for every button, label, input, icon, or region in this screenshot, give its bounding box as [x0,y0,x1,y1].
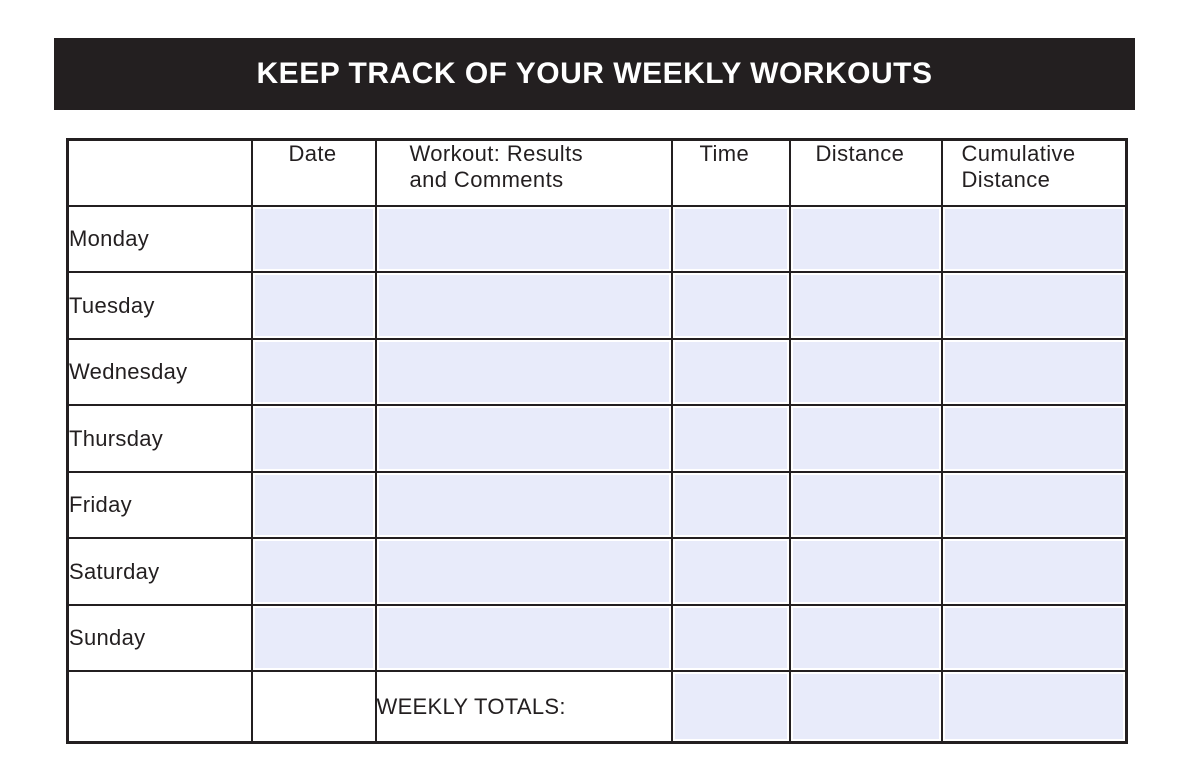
distance-cell[interactable] [788,271,943,340]
cumulative-distance-cell[interactable] [940,537,1128,606]
time-cell[interactable] [670,470,791,540]
time-cell[interactable] [670,337,791,407]
workout-cell[interactable] [374,204,673,274]
totals-blank-day [66,670,253,744]
cumulative-distance-cell[interactable] [940,204,1128,274]
date-cell[interactable] [250,337,377,407]
time-cell[interactable] [670,204,791,274]
day-row: Friday [66,470,1128,540]
day-row: Sunday [66,603,1128,673]
total-distance-cell[interactable] [788,670,943,744]
header-cumulative-distance: Cumulative Distance [940,138,1128,207]
workout-cell[interactable] [374,271,673,340]
day-row: Wednesday [66,337,1128,407]
header-time: Time [670,138,791,207]
workout-cell[interactable] [374,537,673,606]
weekly-totals-label: WEEKLY TOTALS: [374,670,673,744]
date-cell[interactable] [250,537,377,606]
totals-row: WEEKLY TOTALS: [66,670,1128,744]
header-row: Date Workout: Results and Comments Time D… [66,138,1128,207]
cumulative-distance-cell[interactable] [940,470,1128,540]
distance-cell[interactable] [788,204,943,274]
day-label: Thursday [66,404,253,473]
workout-cell[interactable] [374,603,673,673]
distance-cell[interactable] [788,537,943,606]
day-row: Saturday [66,537,1128,606]
cumulative-distance-cell[interactable] [940,271,1128,340]
title-banner: KEEP TRACK OF YOUR WEEKLY WORKOUTS [54,38,1135,110]
total-time-cell[interactable] [670,670,791,744]
totals-blank-date [250,670,377,744]
header-day [66,138,253,207]
day-label: Tuesday [66,271,253,340]
date-cell[interactable] [250,603,377,673]
header-distance: Distance [788,138,943,207]
distance-cell[interactable] [788,337,943,407]
time-cell[interactable] [670,537,791,606]
date-cell[interactable] [250,404,377,473]
day-row: Tuesday [66,271,1128,340]
day-label: Monday [66,204,253,274]
header-workout: Workout: Results and Comments [374,138,673,207]
time-cell[interactable] [670,603,791,673]
day-label: Saturday [66,537,253,606]
day-label: Wednesday [66,337,253,407]
workout-cell[interactable] [374,337,673,407]
workout-log-table: Date Workout: Results and Comments Time D… [66,138,1128,744]
distance-cell[interactable] [788,404,943,473]
day-label: Sunday [66,603,253,673]
time-cell[interactable] [670,404,791,473]
cumulative-distance-cell[interactable] [940,603,1128,673]
distance-cell[interactable] [788,603,943,673]
cumulative-distance-cell[interactable] [940,337,1128,407]
day-row: Monday [66,204,1128,274]
page-title: KEEP TRACK OF YOUR WEEKLY WORKOUTS [256,57,933,90]
cumulative-distance-cell[interactable] [940,404,1128,473]
workout-cell[interactable] [374,470,673,540]
day-label: Friday [66,470,253,540]
date-cell[interactable] [250,204,377,274]
distance-cell[interactable] [788,470,943,540]
header-date: Date [250,138,377,207]
time-cell[interactable] [670,271,791,340]
workout-cell[interactable] [374,404,673,473]
date-cell[interactable] [250,271,377,340]
total-cumulative-distance-cell[interactable] [940,670,1128,744]
day-row: Thursday [66,404,1128,473]
date-cell[interactable] [250,470,377,540]
